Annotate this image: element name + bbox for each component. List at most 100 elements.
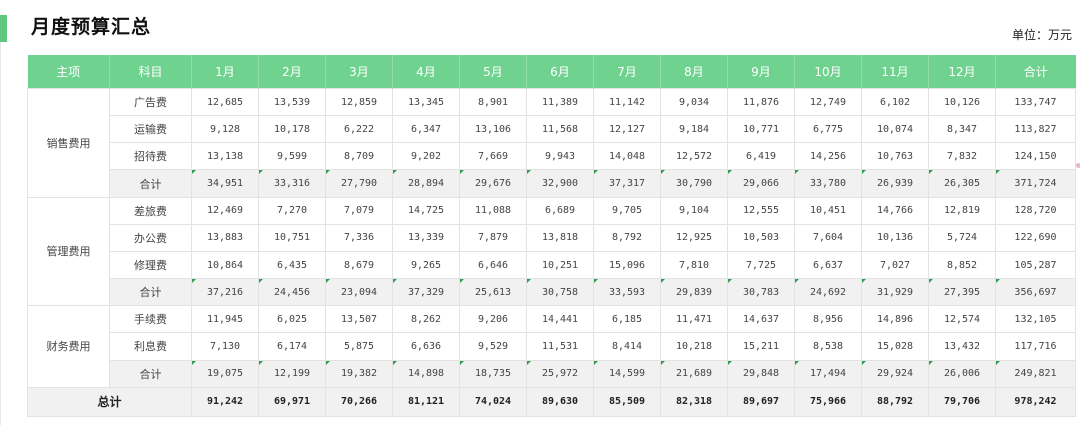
subtotal-cell: 356,697 bbox=[995, 278, 1076, 307]
value-cell: 9,206 bbox=[459, 305, 527, 334]
subtotal-cell: 37,329 bbox=[392, 278, 460, 307]
group-label: 财务费用 bbox=[27, 305, 110, 388]
value-cell: 6,174 bbox=[258, 332, 326, 361]
subtotal-cell: 26,006 bbox=[928, 359, 996, 388]
value-cell: 14,256 bbox=[794, 142, 862, 171]
value-cell: 11,876 bbox=[727, 87, 795, 117]
value-cell: 8,414 bbox=[593, 332, 661, 361]
value-cell: 8,709 bbox=[325, 142, 393, 171]
header-month-11: 11月 bbox=[861, 55, 929, 89]
value-cell: 13,507 bbox=[325, 305, 393, 334]
value-cell: 7,027 bbox=[861, 250, 929, 280]
value-cell: 10,771 bbox=[727, 115, 795, 144]
table-row: 修理费 10,864 6,435 8,679 9,265 6,646 10,251 15,09… bbox=[28, 250, 1076, 280]
value-cell: 9,705 bbox=[593, 196, 661, 225]
subtotal-cell: 371,724 bbox=[995, 169, 1076, 198]
value-cell: 122,690 bbox=[995, 223, 1076, 252]
header-month-9: 9月 bbox=[727, 55, 795, 89]
value-cell: 7,879 bbox=[459, 223, 527, 252]
subtotal-cell: 30,783 bbox=[727, 278, 795, 307]
value-cell: 6,419 bbox=[727, 142, 795, 171]
header-month-7: 7月 bbox=[593, 55, 661, 89]
value-cell: 13,138 bbox=[191, 142, 259, 171]
value-cell: 10,763 bbox=[861, 142, 929, 171]
left-rule bbox=[0, 42, 1, 425]
value-cell: 133,747 bbox=[995, 87, 1076, 117]
subtotal-cell: 29,839 bbox=[660, 278, 728, 307]
subtotal-label: 合计 bbox=[109, 359, 192, 388]
page-title: 月度预算汇总 bbox=[31, 16, 152, 38]
value-cell: 12,574 bbox=[928, 305, 996, 334]
grand-total-cell: 89,630 bbox=[526, 386, 594, 418]
value-cell: 9,034 bbox=[660, 87, 728, 117]
subtotal-cell: 24,456 bbox=[258, 278, 326, 307]
header-subject: 科目 bbox=[109, 55, 192, 89]
value-cell: 7,079 bbox=[325, 196, 393, 225]
subtotal-cell: 27,790 bbox=[325, 169, 393, 198]
value-cell: 7,832 bbox=[928, 142, 996, 171]
value-cell: 15,028 bbox=[861, 332, 929, 361]
header-month-12: 12月 bbox=[928, 55, 996, 89]
header-month-2: 2月 bbox=[258, 55, 326, 89]
item-label: 招待费 bbox=[109, 142, 192, 171]
value-cell: 9,104 bbox=[660, 196, 728, 225]
value-cell: 8,538 bbox=[794, 332, 862, 361]
value-cell: 8,679 bbox=[325, 250, 393, 280]
subtotal-cell: 25,972 bbox=[526, 359, 594, 388]
table-row: 利息费 7,130 6,174 5,875 6,636 9,529 11,531 8,414 1… bbox=[28, 332, 1076, 361]
header-total: 合计 bbox=[995, 55, 1076, 89]
table-row: 销售费用 广告费 12,685 13,539 12,859 13,345 8,901 11,3… bbox=[27, 87, 1076, 198]
value-cell: 11,088 bbox=[459, 196, 527, 225]
subtotal-label: 合计 bbox=[109, 278, 192, 307]
value-cell: 6,637 bbox=[794, 250, 862, 280]
value-cell: 7,270 bbox=[258, 196, 326, 225]
value-cell: 117,716 bbox=[995, 332, 1076, 361]
item-label: 修理费 bbox=[109, 250, 192, 280]
value-cell: 13,345 bbox=[392, 87, 460, 117]
subtotal-cell: 12,199 bbox=[258, 359, 326, 388]
value-cell: 15,096 bbox=[593, 250, 661, 280]
item-label: 办公费 bbox=[109, 223, 192, 252]
grand-total-cell: 74,024 bbox=[459, 386, 527, 418]
subtotal-cell: 33,780 bbox=[794, 169, 862, 198]
table-row: 管理费用 差旅费 12,469 7,270 7,079 14,725 11,088 6,689… bbox=[27, 196, 1076, 307]
value-cell: 12,925 bbox=[660, 223, 728, 252]
budget-table: 主项 科目 1月 2月 3月 4月 5月 6月 7月 8月 9月 10月 11月… bbox=[27, 55, 1076, 418]
value-cell: 10,864 bbox=[191, 250, 259, 280]
value-cell: 10,251 bbox=[526, 250, 594, 280]
subtotal-cell: 19,382 bbox=[325, 359, 393, 388]
value-cell: 8,956 bbox=[794, 305, 862, 334]
value-cell: 6,775 bbox=[794, 115, 862, 144]
value-cell: 10,451 bbox=[794, 196, 862, 225]
grand-total-cell: 91,242 bbox=[191, 386, 259, 418]
grand-total-row: 总计 91,242 69,971 70,266 81,121 74,024 89,630 85… bbox=[27, 386, 1076, 418]
header-month-5: 5月 bbox=[459, 55, 527, 89]
item-label: 广告费 bbox=[109, 87, 192, 117]
value-cell: 12,685 bbox=[191, 87, 259, 117]
value-cell: 14,896 bbox=[861, 305, 929, 334]
value-cell: 12,572 bbox=[660, 142, 728, 171]
table-row: 运输费 9,128 10,178 6,222 6,347 13,106 11,568 12,1… bbox=[28, 115, 1076, 144]
value-cell: 6,222 bbox=[325, 115, 393, 144]
value-cell: 14,766 bbox=[861, 196, 929, 225]
subtotal-cell: 28,894 bbox=[392, 169, 460, 198]
header-month-6: 6月 bbox=[526, 55, 594, 89]
value-cell: 11,568 bbox=[526, 115, 594, 144]
value-cell: 13,106 bbox=[459, 115, 527, 144]
table-row: 办公费 13,883 10,751 7,336 13,339 7,879 13,818 8,7… bbox=[28, 223, 1076, 252]
subtotal-cell: 32,900 bbox=[526, 169, 594, 198]
value-cell: 8,347 bbox=[928, 115, 996, 144]
value-cell: 14,637 bbox=[727, 305, 795, 334]
subtotal-cell: 31,929 bbox=[861, 278, 929, 307]
subtotal-cell: 26,305 bbox=[928, 169, 996, 198]
value-cell: 13,432 bbox=[928, 332, 996, 361]
item-label: 差旅费 bbox=[109, 196, 192, 225]
subtotal-row: 合计 34,951 33,316 27,790 28,894 29,676 32,900 37… bbox=[28, 169, 1076, 198]
value-cell: 10,218 bbox=[660, 332, 728, 361]
value-cell: 12,127 bbox=[593, 115, 661, 144]
value-cell: 9,265 bbox=[392, 250, 460, 280]
value-cell: 113,827 bbox=[995, 115, 1076, 144]
value-cell: 8,792 bbox=[593, 223, 661, 252]
subtotal-cell: 24,692 bbox=[794, 278, 862, 307]
